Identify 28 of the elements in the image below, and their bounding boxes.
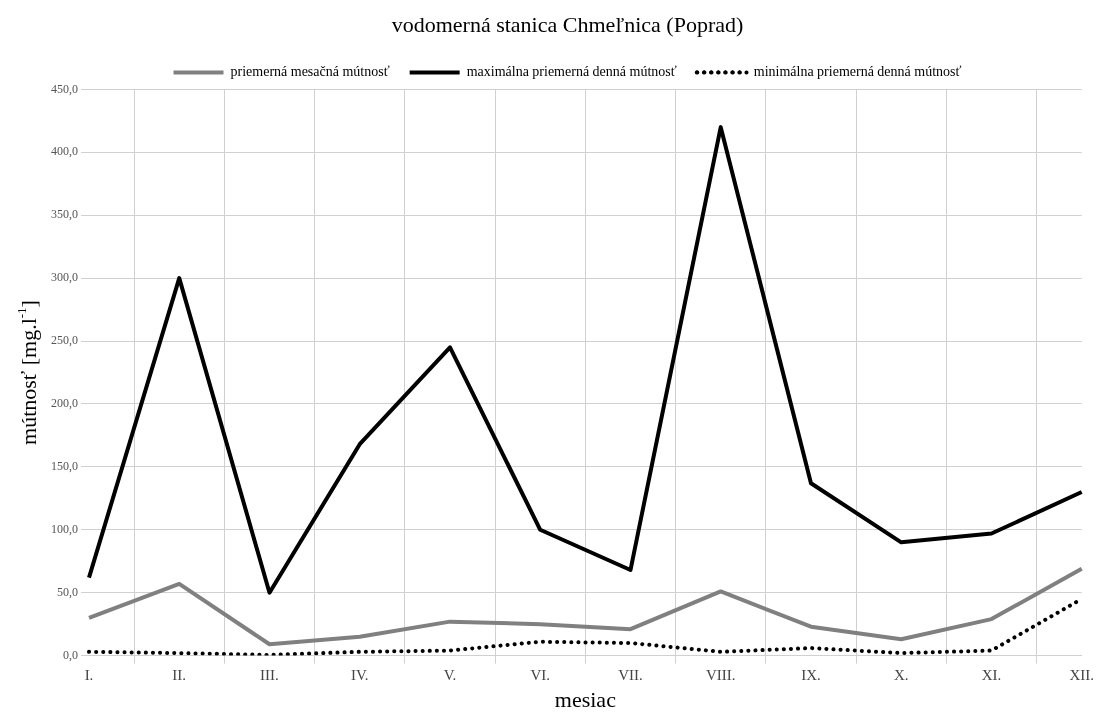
y-tick-label: 150,0 — [51, 459, 78, 474]
y-tick-label: 200,0 — [51, 396, 78, 411]
y-tick-label: 250,0 — [51, 333, 78, 348]
x-tick-label: VIII. — [705, 666, 736, 683]
legend-label: priemerná mesačná mútnosť — [230, 64, 390, 80]
y-tick-label: 350,0 — [51, 207, 78, 222]
x-tick-label: V. — [443, 666, 457, 683]
y-tick-label: 50,0 — [57, 584, 78, 599]
y-axis-title: mútnosť [mg.l-1] — [14, 300, 41, 445]
x-tick-label: II. — [172, 666, 187, 683]
y-tick-label: 100,0 — [51, 521, 78, 536]
y-tick-label: 300,0 — [51, 270, 78, 285]
chart-title: vodomerná stanica Chmeľnica (Poprad) — [391, 11, 744, 37]
x-tick-label: X. — [893, 666, 909, 683]
legend-label: maximálna priemerná denná mútnosť — [466, 64, 677, 80]
x-tick-label: XI. — [981, 666, 1002, 683]
x-tick-label: VI. — [530, 666, 551, 683]
x-tick-label: XII. — [1069, 666, 1094, 683]
x-tick-label: VII. — [618, 666, 643, 683]
x-tick-label: IX. — [801, 666, 821, 683]
y-tick-label: 400,0 — [51, 144, 78, 159]
x-axis-title: mesiac — [554, 686, 617, 712]
x-tick-label: I. — [84, 666, 94, 683]
y-tick-label: 0,0 — [63, 647, 78, 662]
legend-label: minimálna priemerná denná mútnosť — [753, 64, 962, 80]
y-tick-label: 450,0 — [51, 81, 78, 96]
x-tick-label: III. — [260, 666, 279, 683]
x-tick-label: IV. — [350, 666, 369, 683]
